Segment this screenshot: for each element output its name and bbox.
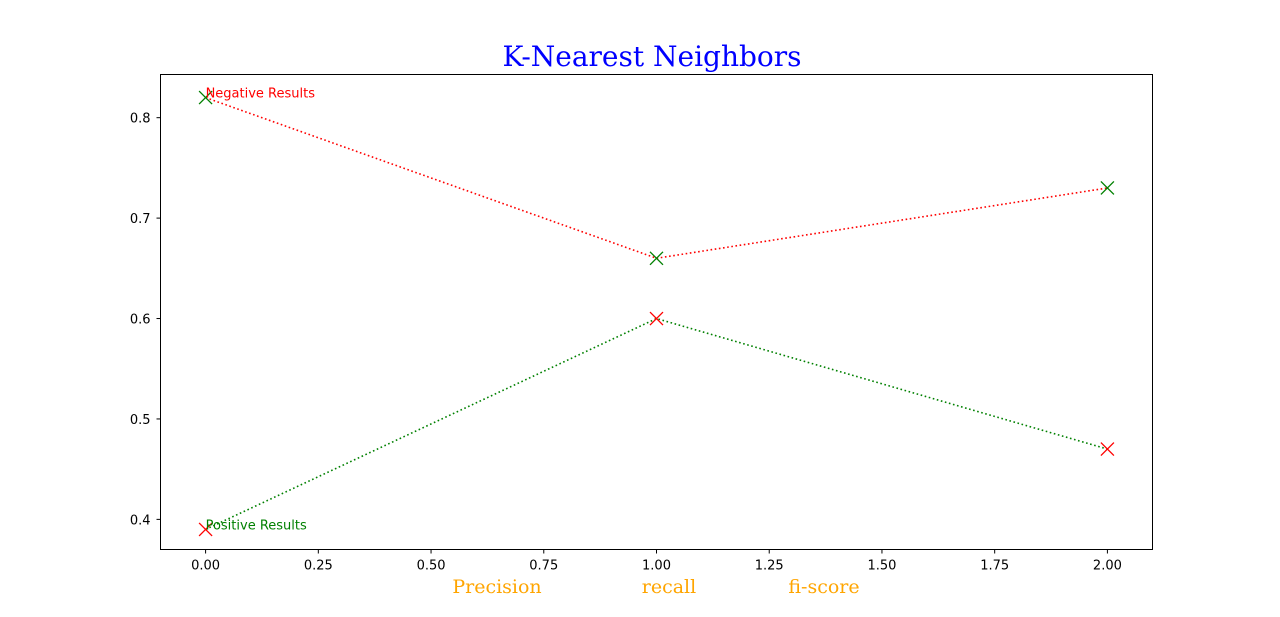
series-line-1 xyxy=(205,96,1108,260)
x-tick-label: 0.50 xyxy=(417,559,446,574)
x-tick-label: 1.75 xyxy=(980,559,1009,574)
x-axis-label-recall: recall xyxy=(642,576,696,598)
annotations: Negative Results Positive Results xyxy=(206,87,316,534)
data-point-marker xyxy=(1100,181,1115,195)
x-tick-label: 1.25 xyxy=(755,559,784,574)
data-point-marker xyxy=(649,311,664,326)
chart-title: K-Nearest Neighbors xyxy=(502,40,801,73)
x-axis: 0.00 0.25 0.50 0.75 1.00 1.25 1.50 1.75 2.00 xyxy=(191,549,1122,574)
axes-frame xyxy=(160,74,1153,550)
annotation-label: Negative Results xyxy=(206,87,316,102)
x-tick-label: 2.00 xyxy=(1093,559,1122,574)
x-axis-label-fi-score: fi-score xyxy=(788,576,859,598)
x-axis-label-precision: Precision xyxy=(452,576,541,598)
x-tick-label: 0.25 xyxy=(304,559,333,574)
data-point-marker xyxy=(1100,442,1115,457)
x-tick-label: 0.75 xyxy=(529,559,558,574)
x-tick-label: 1.50 xyxy=(867,559,896,574)
y-axis: 0.4 0.5 0.6 0.7 0.8 xyxy=(130,112,161,528)
y-tick-label: 0.7 xyxy=(130,212,151,227)
data-point-marker xyxy=(649,251,664,266)
y-tick-label: 0.6 xyxy=(130,313,151,328)
data-point-marker xyxy=(198,522,213,537)
x-axis-label: Precision recall fi-score xyxy=(452,576,859,598)
y-tick-label: 0.8 xyxy=(130,112,151,127)
y-tick-label: 0.4 xyxy=(130,513,151,528)
annotation-label: Positive Results xyxy=(206,518,307,533)
plot-area xyxy=(198,90,1115,537)
data-point-marker xyxy=(198,90,213,105)
y-tick-label: 0.5 xyxy=(130,413,151,428)
x-tick-label: 1.00 xyxy=(642,559,671,574)
x-tick-label: 0.00 xyxy=(191,559,220,574)
series-line-2 xyxy=(205,317,1108,531)
